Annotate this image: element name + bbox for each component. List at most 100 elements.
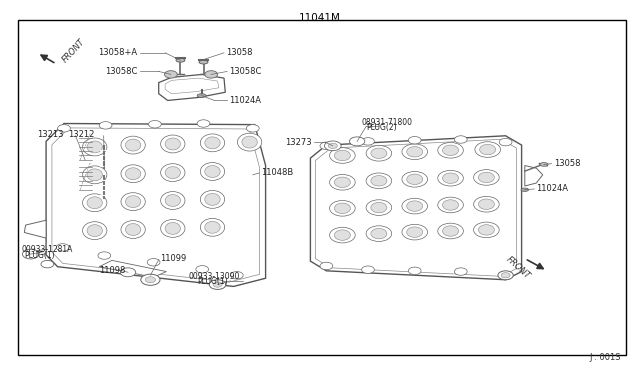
Ellipse shape	[371, 176, 387, 186]
Circle shape	[498, 271, 513, 280]
Polygon shape	[46, 124, 266, 286]
Ellipse shape	[479, 172, 495, 183]
Ellipse shape	[121, 193, 145, 211]
Ellipse shape	[371, 202, 387, 213]
Circle shape	[408, 267, 421, 275]
Text: 13213: 13213	[38, 130, 64, 139]
Circle shape	[230, 272, 243, 279]
Circle shape	[141, 274, 160, 285]
Ellipse shape	[87, 225, 102, 237]
Ellipse shape	[479, 225, 495, 235]
Ellipse shape	[205, 221, 220, 233]
Text: 11024A: 11024A	[229, 96, 261, 105]
Circle shape	[98, 252, 111, 259]
Circle shape	[328, 143, 337, 148]
Circle shape	[148, 121, 161, 128]
Ellipse shape	[371, 148, 387, 158]
Circle shape	[408, 137, 421, 144]
Ellipse shape	[474, 222, 499, 238]
Ellipse shape	[366, 145, 392, 161]
Circle shape	[324, 141, 341, 151]
Ellipse shape	[443, 200, 458, 210]
Ellipse shape	[335, 203, 351, 214]
Text: FRONT: FRONT	[504, 255, 532, 281]
Circle shape	[362, 138, 374, 145]
Ellipse shape	[479, 199, 495, 209]
Ellipse shape	[335, 230, 351, 240]
Ellipse shape	[335, 177, 351, 187]
Ellipse shape	[402, 144, 428, 160]
Ellipse shape	[165, 138, 180, 150]
Polygon shape	[24, 220, 46, 238]
Ellipse shape	[205, 166, 220, 177]
Ellipse shape	[165, 222, 180, 234]
Ellipse shape	[330, 227, 355, 243]
Circle shape	[41, 260, 54, 268]
Circle shape	[246, 125, 259, 132]
Ellipse shape	[83, 222, 107, 240]
Text: PLUG(1): PLUG(1)	[197, 277, 228, 286]
Text: J : 001S: J : 001S	[589, 353, 621, 362]
Polygon shape	[159, 74, 225, 100]
Ellipse shape	[480, 144, 496, 155]
Ellipse shape	[402, 224, 428, 240]
Circle shape	[197, 120, 210, 127]
Ellipse shape	[443, 173, 458, 183]
Ellipse shape	[366, 200, 392, 215]
Text: 11099: 11099	[160, 254, 186, 263]
Circle shape	[349, 137, 365, 146]
Ellipse shape	[200, 190, 225, 208]
Text: 13273: 13273	[285, 138, 312, 147]
Ellipse shape	[199, 60, 208, 64]
Circle shape	[205, 71, 218, 78]
Ellipse shape	[407, 201, 423, 211]
Ellipse shape	[161, 164, 185, 182]
Ellipse shape	[330, 174, 355, 190]
Ellipse shape	[407, 174, 423, 185]
Ellipse shape	[438, 170, 463, 186]
Ellipse shape	[161, 135, 185, 153]
Ellipse shape	[335, 150, 351, 161]
Text: FRONT: FRONT	[61, 37, 87, 64]
Circle shape	[196, 266, 209, 273]
Polygon shape	[525, 166, 543, 186]
Circle shape	[213, 282, 222, 287]
Ellipse shape	[125, 196, 141, 208]
Ellipse shape	[474, 170, 499, 185]
Text: 13058C: 13058C	[105, 67, 138, 76]
Ellipse shape	[474, 196, 499, 212]
Ellipse shape	[121, 165, 145, 183]
Polygon shape	[28, 249, 46, 257]
Ellipse shape	[407, 227, 423, 237]
Text: 13212: 13212	[68, 130, 95, 139]
Circle shape	[58, 125, 70, 132]
Circle shape	[164, 71, 177, 78]
Circle shape	[209, 280, 226, 289]
Text: 11041M: 11041M	[299, 13, 341, 23]
Text: 00933-1281A: 00933-1281A	[22, 246, 73, 254]
Text: 08931-71800: 08931-71800	[362, 118, 413, 126]
Text: 11048B: 11048B	[261, 169, 293, 177]
Polygon shape	[99, 260, 166, 277]
Ellipse shape	[83, 138, 107, 156]
Ellipse shape	[205, 193, 220, 205]
Ellipse shape	[83, 194, 107, 212]
Ellipse shape	[205, 137, 220, 149]
Ellipse shape	[371, 228, 387, 239]
Polygon shape	[310, 136, 522, 280]
Circle shape	[362, 266, 374, 273]
Ellipse shape	[540, 163, 548, 166]
Ellipse shape	[330, 148, 355, 163]
Circle shape	[147, 259, 160, 266]
Text: 13058C: 13058C	[229, 67, 262, 76]
Ellipse shape	[200, 134, 225, 152]
Ellipse shape	[165, 195, 180, 206]
Ellipse shape	[443, 145, 458, 155]
Text: 00933-13090: 00933-13090	[189, 272, 240, 280]
Text: 13058: 13058	[554, 159, 580, 168]
Text: 13058: 13058	[226, 48, 252, 57]
Ellipse shape	[87, 197, 102, 209]
Circle shape	[501, 273, 510, 278]
Ellipse shape	[125, 224, 141, 235]
Ellipse shape	[438, 223, 463, 239]
